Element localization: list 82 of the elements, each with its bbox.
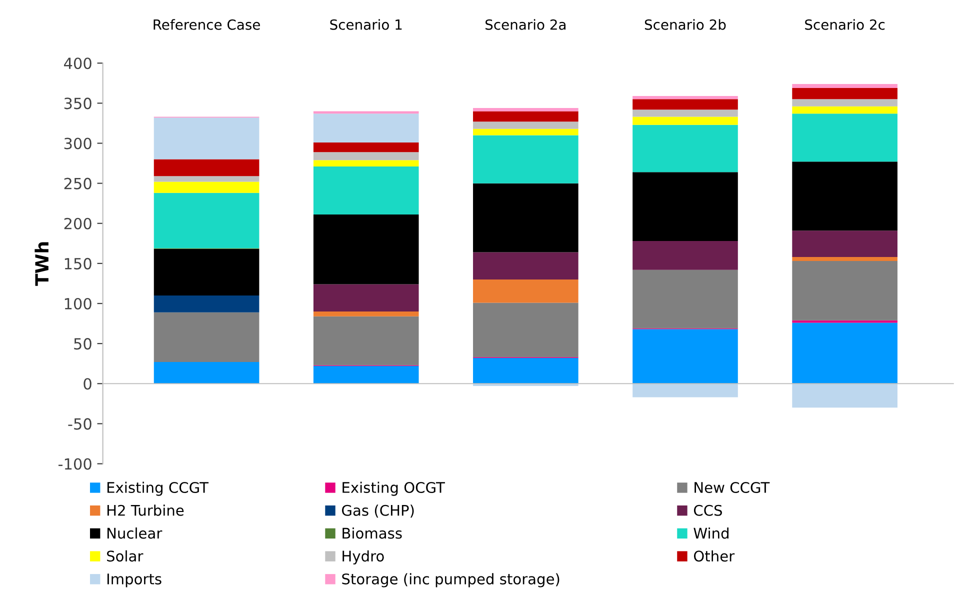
bar (313, 214, 419, 284)
bar (154, 176, 260, 182)
bar (473, 252, 578, 280)
bar (154, 192, 260, 248)
y-tick-label: 50 (74, 338, 92, 350)
bar (313, 152, 419, 160)
bar (632, 124, 738, 172)
x-tick-label: Scenario 2b (644, 19, 726, 30)
legend-label: New CCGT (694, 482, 770, 494)
bar (473, 302, 578, 358)
bar (154, 312, 260, 362)
legend-label: Hydro (342, 550, 384, 564)
legend-label: Nuclear (107, 527, 162, 539)
bar (313, 160, 419, 166)
y-tick-label: 200 (64, 218, 92, 230)
bar (313, 114, 419, 142)
bar (473, 279, 578, 303)
x-tick-label: Scenario 2c (805, 19, 885, 30)
bar (792, 114, 898, 162)
legend-label: Gas (CHP) (342, 504, 414, 518)
bar (632, 270, 738, 328)
y-tick-label: 350 (64, 98, 92, 110)
bar (792, 99, 898, 106)
bar (473, 358, 578, 384)
legend-label: Imports (107, 574, 162, 588)
legend-label: CCS (694, 504, 722, 516)
bar (792, 106, 898, 114)
bar (313, 142, 419, 152)
bar (632, 110, 738, 117)
bar (154, 118, 260, 160)
bar (632, 329, 738, 384)
bar (792, 322, 898, 384)
y-tick-label: 300 (64, 138, 92, 150)
y-tick-label: 100 (64, 298, 92, 310)
legend-label: H2 Turbine (107, 504, 184, 516)
bar (154, 249, 260, 296)
bar (792, 261, 898, 320)
bar (792, 84, 898, 88)
bar (632, 96, 738, 100)
bar (154, 362, 260, 384)
y-tick-label: 0 (84, 378, 92, 390)
bar (473, 135, 578, 184)
bar (154, 159, 260, 176)
bar (473, 183, 578, 252)
legend-label: Existing CCGT (107, 482, 209, 496)
bar (313, 284, 419, 312)
bar (792, 257, 898, 262)
bar (473, 111, 578, 122)
bar (154, 182, 260, 193)
bar (632, 241, 738, 270)
x-tick-label: Reference Case (154, 19, 260, 30)
bar (792, 384, 898, 408)
bar (632, 116, 738, 125)
x-tick-label: Scenario 1 (330, 19, 402, 30)
legend-label: Storage (inc pumped storage) (342, 573, 560, 588)
bar (473, 108, 578, 112)
bar (792, 230, 898, 258)
y-tick-label: -50 (68, 418, 92, 430)
legend-label: Biomass (342, 527, 402, 539)
y-tick-label: 150 (64, 258, 92, 270)
bar (313, 166, 419, 215)
legend-label: Wind (694, 527, 728, 539)
bar (473, 128, 578, 136)
bar (313, 366, 419, 384)
y-tick-label: 400 (64, 58, 92, 70)
bar (792, 162, 898, 231)
bar (154, 295, 260, 312)
bar (632, 384, 738, 398)
legend-label: Existing OCGT (342, 482, 445, 496)
bar (792, 88, 898, 100)
y-axis-title: TWh (34, 242, 48, 286)
legend-label: Other (694, 550, 735, 562)
bar (313, 312, 419, 316)
x-tick-label: Scenario 2a (486, 19, 566, 30)
y-tick-label: 250 (64, 178, 92, 190)
y-tick-label: -100 (58, 458, 92, 470)
bar (473, 122, 578, 129)
bar (632, 99, 738, 110)
bar (313, 111, 419, 114)
bar (313, 316, 419, 366)
bar (632, 172, 738, 242)
legend-label: Solar (107, 550, 144, 562)
